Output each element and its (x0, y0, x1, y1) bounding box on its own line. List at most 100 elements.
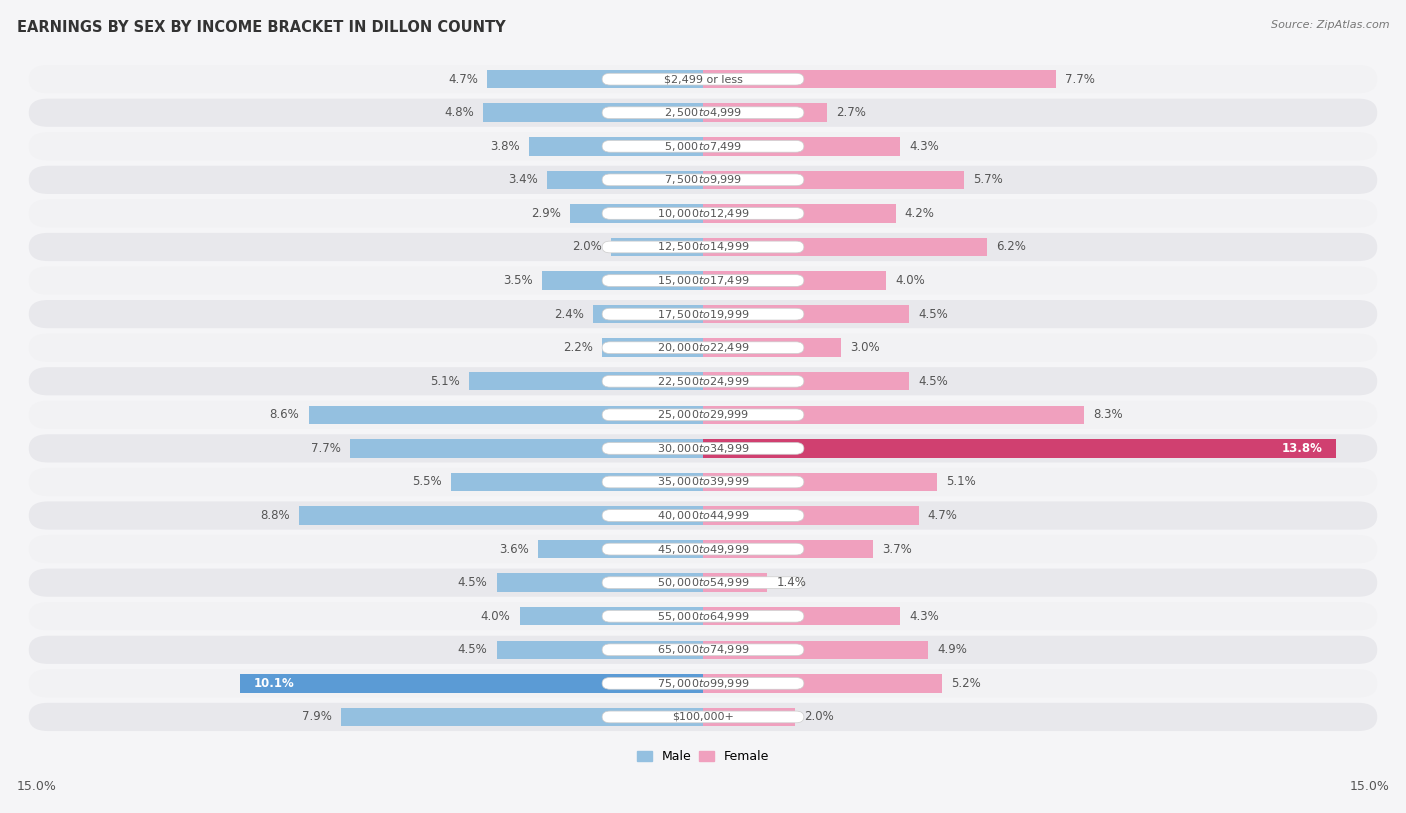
Bar (703, 641, 928, 659)
Text: 2.4%: 2.4% (554, 307, 583, 320)
Bar (340, 707, 703, 726)
Bar (482, 103, 703, 122)
Bar (703, 506, 918, 524)
Text: $100,000+: $100,000+ (672, 712, 734, 722)
FancyBboxPatch shape (602, 543, 804, 555)
Text: 4.3%: 4.3% (910, 610, 939, 623)
Text: $2,500 to $4,999: $2,500 to $4,999 (664, 107, 742, 120)
Text: 5.5%: 5.5% (412, 476, 441, 489)
FancyBboxPatch shape (602, 677, 804, 689)
Bar (703, 607, 900, 625)
Text: 2.2%: 2.2% (562, 341, 593, 354)
FancyBboxPatch shape (28, 669, 1378, 698)
Text: 8.3%: 8.3% (1092, 408, 1122, 421)
Text: 4.5%: 4.5% (918, 307, 948, 320)
Bar (703, 472, 936, 491)
Text: $15,000 to $17,499: $15,000 to $17,499 (657, 274, 749, 287)
Text: 4.7%: 4.7% (928, 509, 957, 522)
Legend: Male, Female: Male, Female (631, 746, 775, 768)
Bar (703, 204, 896, 223)
Text: $65,000 to $74,999: $65,000 to $74,999 (657, 643, 749, 656)
FancyBboxPatch shape (602, 241, 804, 253)
FancyBboxPatch shape (28, 502, 1378, 529)
Text: 4.2%: 4.2% (905, 207, 935, 220)
Text: 3.5%: 3.5% (503, 274, 533, 287)
Text: 4.8%: 4.8% (444, 107, 474, 120)
FancyBboxPatch shape (28, 602, 1378, 630)
FancyBboxPatch shape (602, 644, 804, 655)
Text: Source: ZipAtlas.com: Source: ZipAtlas.com (1271, 20, 1389, 30)
Text: $12,500 to $14,999: $12,500 to $14,999 (657, 241, 749, 254)
Text: $75,000 to $99,999: $75,000 to $99,999 (657, 677, 749, 690)
Bar (308, 406, 703, 424)
Text: $7,500 to $9,999: $7,500 to $9,999 (664, 173, 742, 186)
FancyBboxPatch shape (28, 636, 1378, 664)
Text: $17,500 to $19,999: $17,500 to $19,999 (657, 307, 749, 320)
FancyBboxPatch shape (602, 141, 804, 152)
FancyBboxPatch shape (602, 510, 804, 521)
Text: 8.6%: 8.6% (270, 408, 299, 421)
Bar (703, 707, 794, 726)
Text: 5.2%: 5.2% (950, 677, 980, 690)
Bar (538, 540, 703, 559)
Text: 7.7%: 7.7% (1066, 72, 1095, 85)
Text: 3.6%: 3.6% (499, 542, 529, 555)
FancyBboxPatch shape (28, 535, 1378, 563)
Text: 15.0%: 15.0% (1350, 780, 1389, 793)
Bar (703, 372, 910, 390)
Text: 3.4%: 3.4% (508, 173, 538, 186)
Bar (703, 103, 827, 122)
Text: 2.7%: 2.7% (837, 107, 866, 120)
Text: $35,000 to $39,999: $35,000 to $39,999 (657, 476, 749, 489)
Bar (543, 272, 703, 289)
Bar (703, 439, 1336, 458)
Text: 7.7%: 7.7% (311, 442, 340, 455)
Bar (703, 70, 1056, 89)
Text: 5.7%: 5.7% (973, 173, 1004, 186)
Text: 4.3%: 4.3% (910, 140, 939, 153)
Text: 8.8%: 8.8% (260, 509, 290, 522)
Text: 4.5%: 4.5% (458, 576, 488, 589)
Text: 3.8%: 3.8% (489, 140, 520, 153)
Text: $20,000 to $22,499: $20,000 to $22,499 (657, 341, 749, 354)
FancyBboxPatch shape (28, 568, 1378, 597)
Bar (470, 372, 703, 390)
Text: 2.0%: 2.0% (804, 711, 834, 724)
FancyBboxPatch shape (28, 133, 1378, 160)
Text: 1.4%: 1.4% (776, 576, 806, 589)
Bar (703, 171, 965, 189)
Bar (496, 573, 703, 592)
FancyBboxPatch shape (602, 711, 804, 723)
FancyBboxPatch shape (28, 166, 1378, 194)
Text: 3.0%: 3.0% (849, 341, 879, 354)
FancyBboxPatch shape (28, 702, 1378, 731)
Text: 5.1%: 5.1% (946, 476, 976, 489)
Text: $25,000 to $29,999: $25,000 to $29,999 (657, 408, 749, 421)
Bar (703, 305, 910, 324)
FancyBboxPatch shape (602, 308, 804, 320)
Text: 6.2%: 6.2% (997, 241, 1026, 254)
FancyBboxPatch shape (28, 267, 1378, 294)
Text: 13.8%: 13.8% (1281, 442, 1322, 455)
Text: 5.1%: 5.1% (430, 375, 460, 388)
FancyBboxPatch shape (602, 73, 804, 85)
Text: 2.0%: 2.0% (572, 241, 602, 254)
Bar (547, 171, 703, 189)
Text: 4.5%: 4.5% (458, 643, 488, 656)
Bar (451, 472, 703, 491)
Bar (240, 674, 703, 693)
Text: 10.1%: 10.1% (253, 677, 294, 690)
Text: 7.9%: 7.9% (302, 711, 332, 724)
FancyBboxPatch shape (602, 476, 804, 488)
Text: 4.0%: 4.0% (481, 610, 510, 623)
Text: $22,500 to $24,999: $22,500 to $24,999 (657, 375, 749, 388)
FancyBboxPatch shape (28, 98, 1378, 127)
FancyBboxPatch shape (28, 467, 1378, 496)
Text: 3.7%: 3.7% (882, 542, 911, 555)
FancyBboxPatch shape (602, 341, 804, 354)
Bar (703, 573, 768, 592)
FancyBboxPatch shape (602, 611, 804, 622)
Bar (529, 137, 703, 155)
Text: 4.9%: 4.9% (936, 643, 967, 656)
FancyBboxPatch shape (28, 367, 1378, 395)
